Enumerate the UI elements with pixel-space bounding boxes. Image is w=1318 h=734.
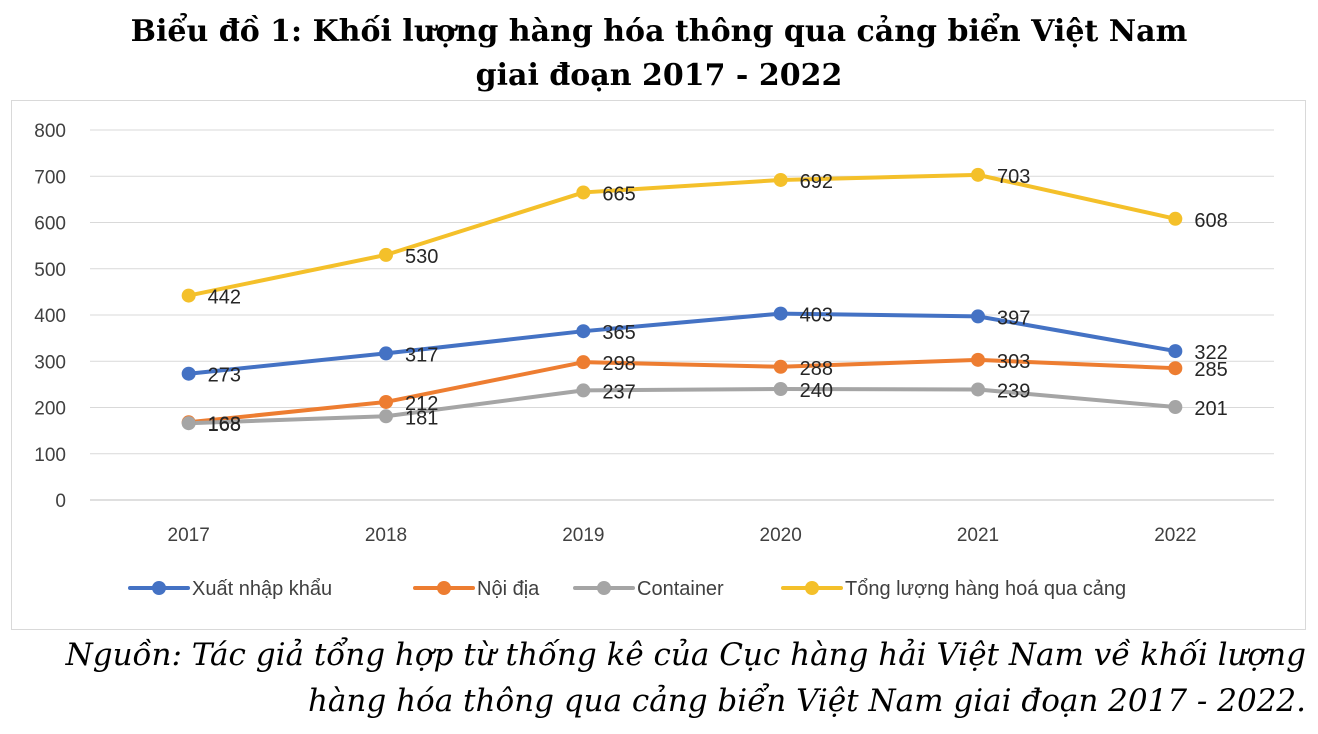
data-point bbox=[971, 309, 985, 324]
data-label: 403 bbox=[800, 305, 833, 327]
data-label: 397 bbox=[997, 307, 1030, 329]
data-point bbox=[1168, 361, 1183, 376]
data-label: 442 bbox=[208, 287, 241, 309]
data-point bbox=[576, 355, 591, 370]
source-note: Nguồn: Tác giả tổng hợp từ thống kê của … bbox=[6, 632, 1306, 724]
source-note-line-2: hàng hóa thông qua cảng biển Việt Nam gi… bbox=[307, 683, 1306, 719]
source-note-line-1: Nguồn: Tác giả tổng hợp từ thống kê của … bbox=[65, 637, 1306, 673]
data-point bbox=[971, 382, 985, 397]
x-tick-label: 2019 bbox=[562, 525, 604, 546]
y-tick-label: 100 bbox=[34, 445, 66, 466]
data-point bbox=[379, 394, 393, 409]
legend-label: Xuất nhập khẩu bbox=[192, 578, 332, 600]
y-tick-label: 500 bbox=[34, 260, 66, 281]
legend-label: Nội địa bbox=[477, 578, 540, 600]
data-label: 365 bbox=[602, 322, 635, 344]
data-point bbox=[379, 247, 393, 262]
data-point bbox=[773, 172, 788, 187]
data-label: 608 bbox=[1194, 210, 1227, 232]
data-label: 201 bbox=[1194, 398, 1227, 420]
data-point bbox=[1168, 400, 1183, 415]
data-label: 288 bbox=[800, 358, 833, 380]
series-line bbox=[186, 172, 1178, 298]
legend-label: Container bbox=[637, 578, 724, 600]
y-tick-label: 800 bbox=[34, 121, 66, 142]
data-label: 322 bbox=[1194, 342, 1227, 364]
data-label: 285 bbox=[1194, 359, 1227, 381]
data-label: 317 bbox=[405, 344, 438, 366]
data-point bbox=[971, 167, 985, 182]
series-line bbox=[186, 387, 1178, 426]
x-tick-label: 2017 bbox=[168, 525, 210, 546]
data-point bbox=[1168, 211, 1183, 226]
data-label: 181 bbox=[405, 407, 438, 429]
chart-title: Biểu đồ 1: Khối lượng hàng hóa thông qua… bbox=[0, 10, 1318, 98]
data-label: 273 bbox=[208, 365, 241, 387]
legend-marker bbox=[597, 581, 611, 595]
data-label: 240 bbox=[800, 380, 833, 402]
data-label: 703 bbox=[997, 166, 1030, 188]
chart-title-line-1: Biểu đồ 1: Khối lượng hàng hóa thông qua… bbox=[130, 14, 1188, 49]
y-tick-label: 200 bbox=[34, 399, 66, 420]
data-point bbox=[1168, 344, 1183, 359]
data-label: 530 bbox=[405, 246, 438, 268]
chart-title-line-2: giai đoạn 2017 - 2022 bbox=[475, 58, 843, 93]
data-label: 237 bbox=[602, 381, 635, 403]
data-label: 692 bbox=[800, 171, 833, 193]
series-line bbox=[186, 311, 1178, 376]
legend-marker bbox=[805, 581, 819, 595]
data-point bbox=[773, 382, 788, 396]
legend-marker bbox=[152, 581, 166, 595]
data-point bbox=[181, 366, 196, 381]
data-label: 168 bbox=[208, 414, 241, 436]
x-tick-label: 2020 bbox=[760, 525, 802, 546]
data-point bbox=[773, 306, 788, 321]
x-tick-label: 2018 bbox=[365, 525, 407, 546]
chart-area bbox=[11, 100, 1306, 630]
series-line bbox=[186, 357, 1178, 425]
data-point bbox=[181, 416, 196, 431]
x-tick-label: 2021 bbox=[957, 525, 999, 546]
data-point bbox=[971, 352, 985, 367]
data-point bbox=[181, 288, 196, 303]
data-label: 168 bbox=[208, 413, 241, 435]
y-tick-label: 400 bbox=[34, 306, 66, 327]
y-tick-label: 700 bbox=[34, 167, 66, 188]
data-label: 298 bbox=[602, 353, 635, 375]
legend-marker bbox=[437, 581, 451, 595]
data-point bbox=[576, 185, 591, 200]
data-point bbox=[773, 359, 788, 374]
data-point bbox=[379, 346, 393, 361]
data-point bbox=[576, 324, 591, 339]
y-tick-label: 600 bbox=[34, 214, 66, 235]
y-tick-label: 300 bbox=[34, 352, 66, 373]
data-label: 239 bbox=[997, 380, 1030, 402]
x-tick-label: 2022 bbox=[1154, 525, 1196, 546]
legend-label: Tổng lượng hàng hoá qua cảng bbox=[845, 578, 1126, 600]
data-point bbox=[576, 383, 591, 398]
y-tick-label: 0 bbox=[55, 491, 66, 512]
data-label: 665 bbox=[602, 183, 635, 205]
data-label: 212 bbox=[405, 393, 438, 415]
data-point bbox=[379, 409, 393, 424]
data-label: 303 bbox=[997, 351, 1030, 373]
